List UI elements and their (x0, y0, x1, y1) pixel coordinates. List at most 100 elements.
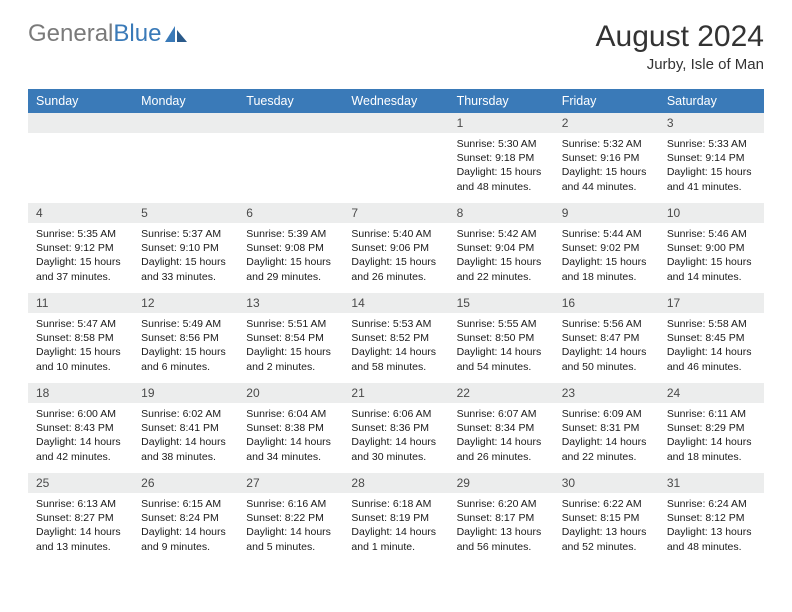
day-number: 28 (343, 473, 448, 493)
calendar-cell: 22Sunrise: 6:07 AMSunset: 8:34 PMDayligh… (449, 383, 554, 473)
logo-text-gray: General (28, 20, 113, 47)
calendar-cell: 13Sunrise: 5:51 AMSunset: 8:54 PMDayligh… (238, 293, 343, 383)
calendar-row: 25Sunrise: 6:13 AMSunset: 8:27 PMDayligh… (28, 473, 764, 563)
day-info: Sunrise: 5:58 AMSunset: 8:45 PMDaylight:… (659, 313, 764, 380)
calendar-cell: 31Sunrise: 6:24 AMSunset: 8:12 PMDayligh… (659, 473, 764, 563)
calendar-cell: 16Sunrise: 5:56 AMSunset: 8:47 PMDayligh… (554, 293, 659, 383)
calendar-cell: 26Sunrise: 6:15 AMSunset: 8:24 PMDayligh… (133, 473, 238, 563)
day-info: Sunrise: 5:51 AMSunset: 8:54 PMDaylight:… (238, 313, 343, 380)
day-number: 5 (133, 203, 238, 223)
day-number-empty (133, 113, 238, 133)
weekday-header: Sunday (28, 89, 133, 113)
day-number-empty (28, 113, 133, 133)
day-number: 2 (554, 113, 659, 133)
day-number: 14 (343, 293, 448, 313)
calendar-cell: 12Sunrise: 5:49 AMSunset: 8:56 PMDayligh… (133, 293, 238, 383)
day-number: 31 (659, 473, 764, 493)
day-number: 29 (449, 473, 554, 493)
logo-text: GeneralBlue (28, 20, 161, 48)
day-number: 1 (449, 113, 554, 133)
calendar-cell: 3Sunrise: 5:33 AMSunset: 9:14 PMDaylight… (659, 113, 764, 203)
day-info: Sunrise: 5:37 AMSunset: 9:10 PMDaylight:… (133, 223, 238, 290)
day-info: Sunrise: 6:09 AMSunset: 8:31 PMDaylight:… (554, 403, 659, 470)
day-info: Sunrise: 6:20 AMSunset: 8:17 PMDaylight:… (449, 493, 554, 560)
calendar-cell: 29Sunrise: 6:20 AMSunset: 8:17 PMDayligh… (449, 473, 554, 563)
day-info: Sunrise: 5:32 AMSunset: 9:16 PMDaylight:… (554, 133, 659, 200)
day-number: 12 (133, 293, 238, 313)
logo-text-blue: Blue (113, 20, 161, 47)
day-number: 23 (554, 383, 659, 403)
day-info: Sunrise: 5:47 AMSunset: 8:58 PMDaylight:… (28, 313, 133, 380)
day-number: 26 (133, 473, 238, 493)
calendar-cell: 27Sunrise: 6:16 AMSunset: 8:22 PMDayligh… (238, 473, 343, 563)
day-number: 13 (238, 293, 343, 313)
day-info: Sunrise: 5:56 AMSunset: 8:47 PMDaylight:… (554, 313, 659, 380)
day-info: Sunrise: 6:22 AMSunset: 8:15 PMDaylight:… (554, 493, 659, 560)
day-number: 10 (659, 203, 764, 223)
page-title: August 2024 (596, 20, 764, 54)
day-info: Sunrise: 5:40 AMSunset: 9:06 PMDaylight:… (343, 223, 448, 290)
calendar-cell: 18Sunrise: 6:00 AMSunset: 8:43 PMDayligh… (28, 383, 133, 473)
calendar-cell-empty (238, 113, 343, 203)
day-number: 11 (28, 293, 133, 313)
day-info: Sunrise: 6:13 AMSunset: 8:27 PMDaylight:… (28, 493, 133, 560)
calendar-cell: 28Sunrise: 6:18 AMSunset: 8:19 PMDayligh… (343, 473, 448, 563)
day-info: Sunrise: 6:06 AMSunset: 8:36 PMDaylight:… (343, 403, 448, 470)
calendar-cell: 20Sunrise: 6:04 AMSunset: 8:38 PMDayligh… (238, 383, 343, 473)
calendar-cell: 10Sunrise: 5:46 AMSunset: 9:00 PMDayligh… (659, 203, 764, 293)
day-info: Sunrise: 6:15 AMSunset: 8:24 PMDaylight:… (133, 493, 238, 560)
calendar-cell-empty (343, 113, 448, 203)
calendar-cell: 9Sunrise: 5:44 AMSunset: 9:02 PMDaylight… (554, 203, 659, 293)
calendar-cell: 17Sunrise: 5:58 AMSunset: 8:45 PMDayligh… (659, 293, 764, 383)
day-number: 20 (238, 383, 343, 403)
calendar-cell: 15Sunrise: 5:55 AMSunset: 8:50 PMDayligh… (449, 293, 554, 383)
calendar-cell: 21Sunrise: 6:06 AMSunset: 8:36 PMDayligh… (343, 383, 448, 473)
day-number: 9 (554, 203, 659, 223)
day-number-empty (238, 113, 343, 133)
weekday-header: Thursday (449, 89, 554, 113)
day-number: 25 (28, 473, 133, 493)
calendar-cell: 7Sunrise: 5:40 AMSunset: 9:06 PMDaylight… (343, 203, 448, 293)
day-number: 22 (449, 383, 554, 403)
day-info: Sunrise: 5:46 AMSunset: 9:00 PMDaylight:… (659, 223, 764, 290)
calendar-body: 1Sunrise: 5:30 AMSunset: 9:18 PMDaylight… (28, 113, 764, 563)
day-info: Sunrise: 6:02 AMSunset: 8:41 PMDaylight:… (133, 403, 238, 470)
day-info: Sunrise: 6:04 AMSunset: 8:38 PMDaylight:… (238, 403, 343, 470)
day-info: Sunrise: 5:33 AMSunset: 9:14 PMDaylight:… (659, 133, 764, 200)
day-info: Sunrise: 5:30 AMSunset: 9:18 PMDaylight:… (449, 133, 554, 200)
calendar-cell: 2Sunrise: 5:32 AMSunset: 9:16 PMDaylight… (554, 113, 659, 203)
calendar-cell: 6Sunrise: 5:39 AMSunset: 9:08 PMDaylight… (238, 203, 343, 293)
calendar-cell: 8Sunrise: 5:42 AMSunset: 9:04 PMDaylight… (449, 203, 554, 293)
day-info: Sunrise: 6:24 AMSunset: 8:12 PMDaylight:… (659, 493, 764, 560)
day-number: 27 (238, 473, 343, 493)
title-block: August 2024 Jurby, Isle of Man (596, 20, 764, 73)
calendar-cell: 4Sunrise: 5:35 AMSunset: 9:12 PMDaylight… (28, 203, 133, 293)
logo: GeneralBlue (28, 20, 189, 48)
day-number: 17 (659, 293, 764, 313)
day-number: 15 (449, 293, 554, 313)
day-info: Sunrise: 6:18 AMSunset: 8:19 PMDaylight:… (343, 493, 448, 560)
day-number: 18 (28, 383, 133, 403)
calendar-cell: 14Sunrise: 5:53 AMSunset: 8:52 PMDayligh… (343, 293, 448, 383)
page-subtitle: Jurby, Isle of Man (596, 56, 764, 73)
calendar-row: 1Sunrise: 5:30 AMSunset: 9:18 PMDaylight… (28, 113, 764, 203)
calendar-cell: 1Sunrise: 5:30 AMSunset: 9:18 PMDaylight… (449, 113, 554, 203)
calendar-table: SundayMondayTuesdayWednesdayThursdayFrid… (28, 89, 764, 563)
header: GeneralBlue August 2024 Jurby, Isle of M… (28, 20, 764, 73)
day-number: 19 (133, 383, 238, 403)
calendar-cell-empty (28, 113, 133, 203)
day-number: 3 (659, 113, 764, 133)
day-info: Sunrise: 5:49 AMSunset: 8:56 PMDaylight:… (133, 313, 238, 380)
day-info: Sunrise: 6:00 AMSunset: 8:43 PMDaylight:… (28, 403, 133, 470)
day-info: Sunrise: 5:53 AMSunset: 8:52 PMDaylight:… (343, 313, 448, 380)
sail-icon (163, 24, 189, 44)
day-number: 7 (343, 203, 448, 223)
calendar-cell: 23Sunrise: 6:09 AMSunset: 8:31 PMDayligh… (554, 383, 659, 473)
day-number: 24 (659, 383, 764, 403)
weekday-header: Friday (554, 89, 659, 113)
day-info: Sunrise: 5:42 AMSunset: 9:04 PMDaylight:… (449, 223, 554, 290)
calendar-cell: 25Sunrise: 6:13 AMSunset: 8:27 PMDayligh… (28, 473, 133, 563)
weekday-header-row: SundayMondayTuesdayWednesdayThursdayFrid… (28, 89, 764, 113)
day-info: Sunrise: 5:44 AMSunset: 9:02 PMDaylight:… (554, 223, 659, 290)
day-info: Sunrise: 5:35 AMSunset: 9:12 PMDaylight:… (28, 223, 133, 290)
